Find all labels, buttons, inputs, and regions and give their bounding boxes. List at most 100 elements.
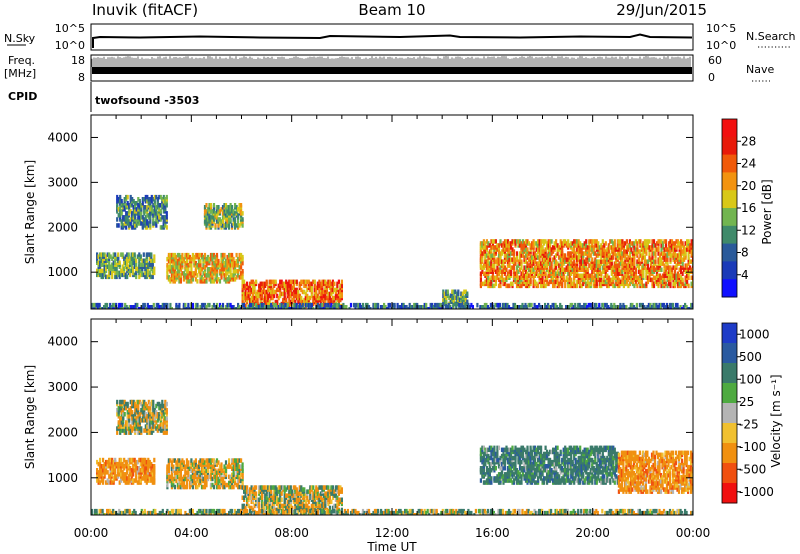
power-echo-cell: [150, 211, 153, 216]
power-echo-cell: [209, 223, 213, 228]
power-echo-cell: [148, 262, 151, 267]
power-echo-cell: [232, 221, 235, 226]
power-echo-cell: [149, 207, 152, 212]
power-echo-cell: [194, 302, 197, 308]
power-echo-cell: [97, 270, 100, 276]
power-echo-cell: [200, 302, 204, 308]
power-echo-cell: [550, 261, 553, 266]
power-echo-cell: [543, 239, 546, 244]
power-echo-cell: [668, 307, 672, 309]
power-echo-cell: [324, 285, 327, 291]
power-echo-cell: [289, 279, 292, 285]
power-echo-cell: [289, 307, 292, 309]
power-echo-cell: [568, 305, 571, 309]
power-echo-cell: [218, 209, 222, 214]
power-echo-cell: [571, 267, 574, 272]
power-echo-cell: [159, 203, 162, 208]
power-echo-cell: [252, 302, 255, 308]
power-echo-cell: [660, 251, 663, 256]
power-echo-cell: [252, 285, 255, 291]
power-echo-cell: [285, 302, 288, 308]
power-echo-cell: [607, 249, 610, 254]
power-echo-cell: [591, 239, 594, 244]
power-echo-cell: [246, 281, 249, 287]
power-echo-cell: [310, 285, 313, 291]
power-echo-cell: [571, 247, 574, 252]
power-echo-cell: [176, 252, 179, 258]
velocity-echo-cell: [102, 476, 105, 481]
power-echo-cell: [690, 281, 693, 287]
power-echo-cell: [502, 263, 505, 268]
power-echo-cell: [203, 265, 207, 270]
power-echo-cell: [146, 213, 149, 218]
power-echo-cell: [182, 277, 185, 282]
power-echo-cell: [286, 289, 289, 295]
velocity-echo-cell: [140, 407, 143, 413]
power-echo-cell: [621, 255, 624, 260]
power-echo-cell: [102, 262, 105, 267]
power-echo-cell: [322, 293, 325, 299]
power-echo-cell: [277, 283, 280, 289]
power-echo-cell: [190, 256, 193, 262]
power-echo-cell: [92, 307, 95, 309]
power-echo-cell: [580, 243, 583, 248]
power-echo-cell: [333, 287, 336, 293]
power-echo-cell: [331, 299, 334, 305]
power-echo-cell: [485, 263, 488, 268]
power-echo-cell: [231, 305, 234, 309]
power-echo-cell: [583, 251, 586, 256]
power-echo-cell: [625, 245, 628, 250]
power-echo-cell: [684, 263, 687, 268]
velocity-echo-cell: [126, 476, 129, 481]
power-echo-cell: [325, 295, 328, 301]
power-echo-cell: [292, 297, 295, 303]
power-echo-cell: [485, 259, 488, 264]
power-echo-cell: [484, 271, 487, 276]
velocity-echo-cell: [145, 474, 148, 479]
power-echo-cell: [434, 302, 437, 308]
power-echo-cell: [674, 307, 678, 309]
power-echo-cell: [136, 302, 139, 308]
power-echo-cell: [479, 271, 482, 276]
velocity-echo-cell: [169, 474, 172, 480]
power-echo-cell: [673, 265, 677, 270]
power-echo-cell: [658, 273, 662, 278]
velocity-echo-cell: [172, 482, 175, 488]
power-echo-cell: [255, 291, 258, 297]
power-echo-cell: [492, 305, 495, 309]
power-echo-cell: [309, 287, 312, 293]
power-echo-cell: [678, 255, 681, 260]
power-echo-cell: [655, 265, 659, 270]
power-echo-cell: [616, 267, 619, 272]
power-echo-cell: [131, 197, 134, 202]
power-echo-cell: [505, 239, 508, 244]
power-echo-cell: [343, 305, 346, 309]
power-echo-cell: [576, 265, 579, 270]
power-echo-cell: [136, 266, 139, 272]
power-echo-cell: [165, 211, 168, 216]
power-echo-cell: [555, 279, 558, 285]
power-echo-cell: [482, 281, 485, 287]
power-echo-cell: [613, 239, 616, 244]
power-echo-cell: [261, 302, 264, 308]
power-echo-cell: [487, 275, 490, 280]
power-echo-cell: [537, 239, 540, 244]
power-echo-cell: [484, 279, 487, 285]
power-echo-cell: [457, 289, 460, 294]
power-echo-cell: [628, 243, 631, 248]
power-echo-cell: [664, 253, 668, 258]
power-echo-cell: [135, 223, 138, 228]
velocity-echo-cell: [164, 430, 167, 435]
power-echo-cell: [103, 272, 106, 278]
power-echo-cell: [573, 271, 576, 276]
power-echo-cell: [152, 213, 155, 218]
power-echo-cell: [606, 283, 609, 289]
power-echo-cell: [288, 289, 291, 295]
power-echo-cell: [552, 283, 555, 289]
power-echo-cell: [276, 293, 279, 299]
power-echo-cell: [673, 247, 677, 252]
power-echo-cell: [627, 243, 630, 248]
power-echo-cell: [212, 252, 216, 258]
power-echo-cell: [224, 209, 228, 214]
power-echo-cell: [574, 283, 577, 289]
